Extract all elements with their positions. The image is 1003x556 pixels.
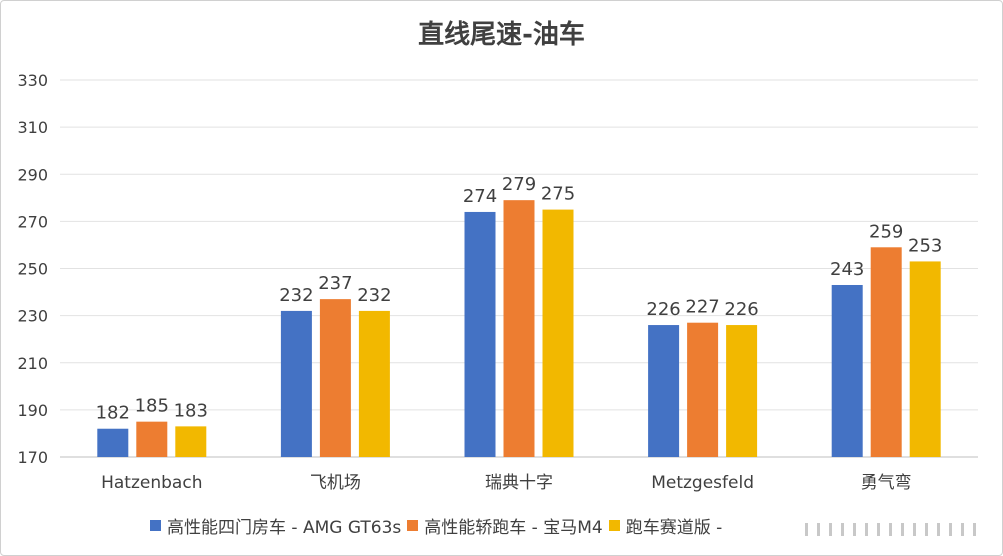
x-tick-label: 飞机场 xyxy=(310,473,361,493)
bar xyxy=(503,200,535,457)
y-tick-label: 270 xyxy=(17,212,48,231)
legend-label-series-2: 高性能轿跑车 - 宝马M4 xyxy=(424,517,603,538)
bar xyxy=(175,426,207,457)
x-tick-label: 瑞典十字 xyxy=(485,473,553,493)
bar xyxy=(136,421,168,457)
y-tick-label: 170 xyxy=(17,448,48,467)
bar xyxy=(358,310,390,457)
y-tick-label: 310 xyxy=(17,118,48,137)
legend: 高性能四门房车 - AMG GT63s 高性能轿跑车 - 宝马M4 跑车赛道版 … xyxy=(150,513,728,538)
legend-label-series-3: 跑车赛道版 - xyxy=(625,517,723,538)
data-label: 227 xyxy=(685,297,719,318)
bar xyxy=(97,428,129,457)
bar xyxy=(319,299,351,457)
data-label: 182 xyxy=(96,403,130,424)
legend-swatch-series-3 xyxy=(608,519,620,531)
legend-label-series-1: 高性能四门房车 - AMG GT63s xyxy=(167,517,402,538)
y-tick-label: 250 xyxy=(17,260,48,279)
y-tick-label: 290 xyxy=(17,165,48,184)
data-label: 253 xyxy=(908,235,942,256)
data-label: 232 xyxy=(279,285,313,306)
data-label: 275 xyxy=(541,184,575,205)
y-tick-label: 330 xyxy=(17,71,48,90)
bar xyxy=(648,325,680,457)
watermark xyxy=(775,510,1001,548)
data-label: 279 xyxy=(502,174,536,195)
bar xyxy=(909,261,941,457)
bar xyxy=(280,310,312,457)
x-tick-label: Metzgesfeld xyxy=(651,473,754,493)
data-label: 237 xyxy=(318,273,352,294)
chart-title: 直线尾速-油车 xyxy=(418,20,585,50)
bar xyxy=(464,211,496,457)
y-tick-label: 210 xyxy=(17,354,48,373)
legend-swatch-series-2 xyxy=(407,519,419,531)
data-label: 232 xyxy=(357,285,391,306)
data-label: 274 xyxy=(463,186,497,207)
bar xyxy=(831,284,863,457)
data-label: 226 xyxy=(646,299,680,320)
data-label: 226 xyxy=(724,299,758,320)
data-label: 185 xyxy=(135,396,169,417)
y-tick-label: 230 xyxy=(17,307,48,326)
bar xyxy=(687,322,719,457)
x-tick-label: 勇气弯 xyxy=(861,473,912,493)
legend-swatch-series-1 xyxy=(150,519,161,531)
y-tick-label: 190 xyxy=(17,401,48,420)
data-label: 243 xyxy=(830,259,864,280)
data-label: 183 xyxy=(174,400,208,421)
legend-item-series-1: 高性能四门房车 - AMG GT63s xyxy=(150,513,401,538)
data-label: 259 xyxy=(869,221,903,242)
legend-item-series-3: 跑车赛道版 - xyxy=(608,513,723,538)
bar xyxy=(542,209,574,457)
bar xyxy=(870,247,902,457)
x-tick-label: Hatzenbach xyxy=(101,473,202,493)
bar xyxy=(726,325,758,457)
legend-item-series-2: 高性能轿跑车 - 宝马M4 xyxy=(407,513,603,538)
